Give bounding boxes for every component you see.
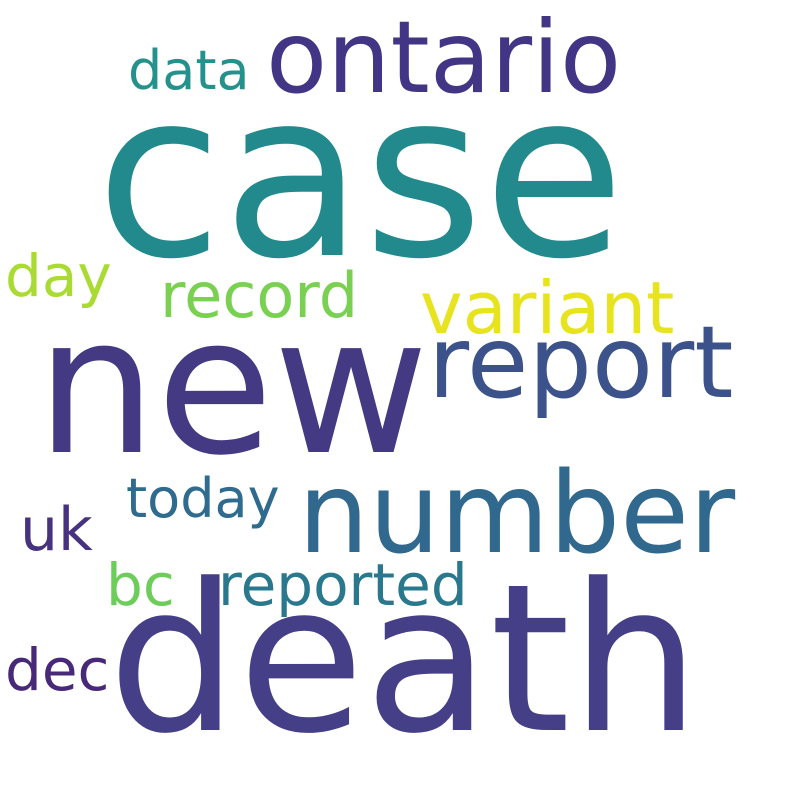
word-today: today bbox=[126, 467, 280, 530]
word-record: record bbox=[160, 259, 359, 332]
word-number: number bbox=[298, 449, 736, 579]
word-case: case bbox=[96, 43, 625, 310]
word-new: new bbox=[36, 276, 429, 497]
word-report: report bbox=[428, 304, 734, 421]
word-ontario: ontario bbox=[266, 0, 622, 116]
word-reported: reported bbox=[218, 551, 468, 619]
word-uk: uk bbox=[20, 495, 93, 565]
word-dec: dec bbox=[5, 636, 110, 704]
word-day: day bbox=[5, 242, 112, 310]
word-variant: variant bbox=[420, 266, 675, 350]
word-data: data bbox=[128, 39, 250, 102]
word-bc: bc bbox=[106, 551, 175, 619]
word-death: death bbox=[108, 541, 701, 779]
